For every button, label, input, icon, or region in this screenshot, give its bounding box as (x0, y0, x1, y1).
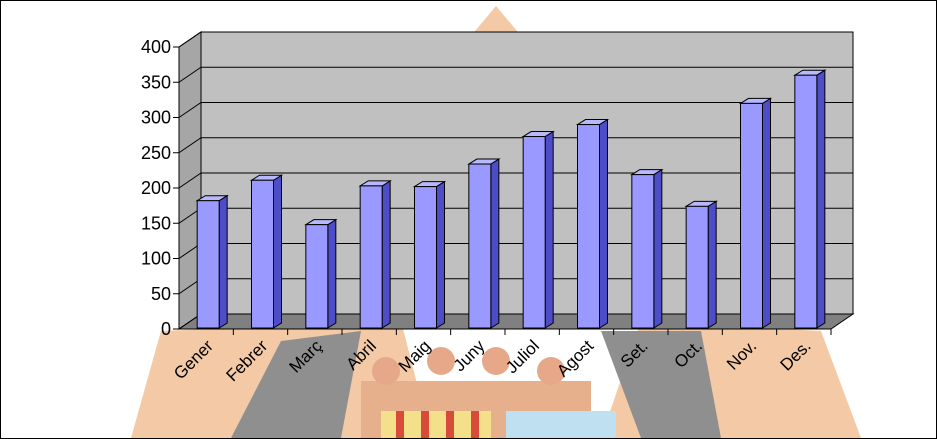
x-tick-label: Agost (553, 336, 597, 380)
bar-series (195, 69, 827, 329)
bar-gener (195, 194, 229, 329)
bar-front (251, 179, 274, 329)
x-tick-label: Juliol (502, 336, 543, 377)
bar-side (381, 179, 391, 329)
bar-side (707, 200, 717, 329)
bar-side (218, 194, 228, 329)
bar-front (305, 224, 329, 329)
gridline (178, 66, 853, 83)
y-tick-label: 300 (141, 108, 171, 128)
bar-front (468, 163, 492, 329)
bar-side (490, 158, 500, 329)
bar-front (414, 186, 437, 329)
bar-agost (575, 118, 610, 329)
bar-set (630, 168, 664, 329)
y-tick-label: 100 (141, 249, 171, 269)
bar-febrer (249, 174, 284, 329)
bar-juliol (521, 130, 555, 329)
bar-des (793, 69, 827, 329)
gridline (178, 102, 853, 118)
bar-front (794, 74, 818, 329)
bar-front (196, 200, 220, 329)
gridline (178, 31, 853, 48)
bar-front (577, 124, 600, 329)
bar-front (522, 136, 546, 329)
y-tick-label: 400 (141, 37, 171, 57)
bar-maig (412, 180, 447, 329)
y-tick-label: 150 (141, 213, 171, 233)
bar-abril (358, 179, 392, 329)
y-tick-label: 50 (151, 284, 171, 304)
bar-juny (467, 158, 501, 329)
bar-front (359, 185, 383, 329)
bar-side (273, 174, 282, 329)
bar-side (816, 69, 826, 329)
bar-side (327, 218, 337, 329)
bar-side (599, 118, 608, 329)
bar-side (544, 130, 554, 329)
bar-side (653, 168, 663, 329)
y-tick-label: 0 (161, 319, 171, 339)
bar-mar (304, 218, 338, 329)
y-tick-label: 200 (141, 178, 171, 198)
bar-side (436, 180, 445, 329)
bar-front (740, 102, 763, 329)
y-tick-label: 250 (141, 143, 171, 163)
bar-side (762, 97, 771, 329)
bar-front (685, 205, 709, 329)
bar-front (631, 174, 655, 329)
gridline (178, 137, 853, 154)
bar-nov (738, 97, 773, 329)
background-watermark-art (131, 6, 861, 438)
y-tick-label: 350 (141, 72, 171, 92)
bar-oct (684, 200, 718, 329)
y-axis-labels: 0 50 100 150 200 250 300 350 400 (141, 37, 179, 339)
